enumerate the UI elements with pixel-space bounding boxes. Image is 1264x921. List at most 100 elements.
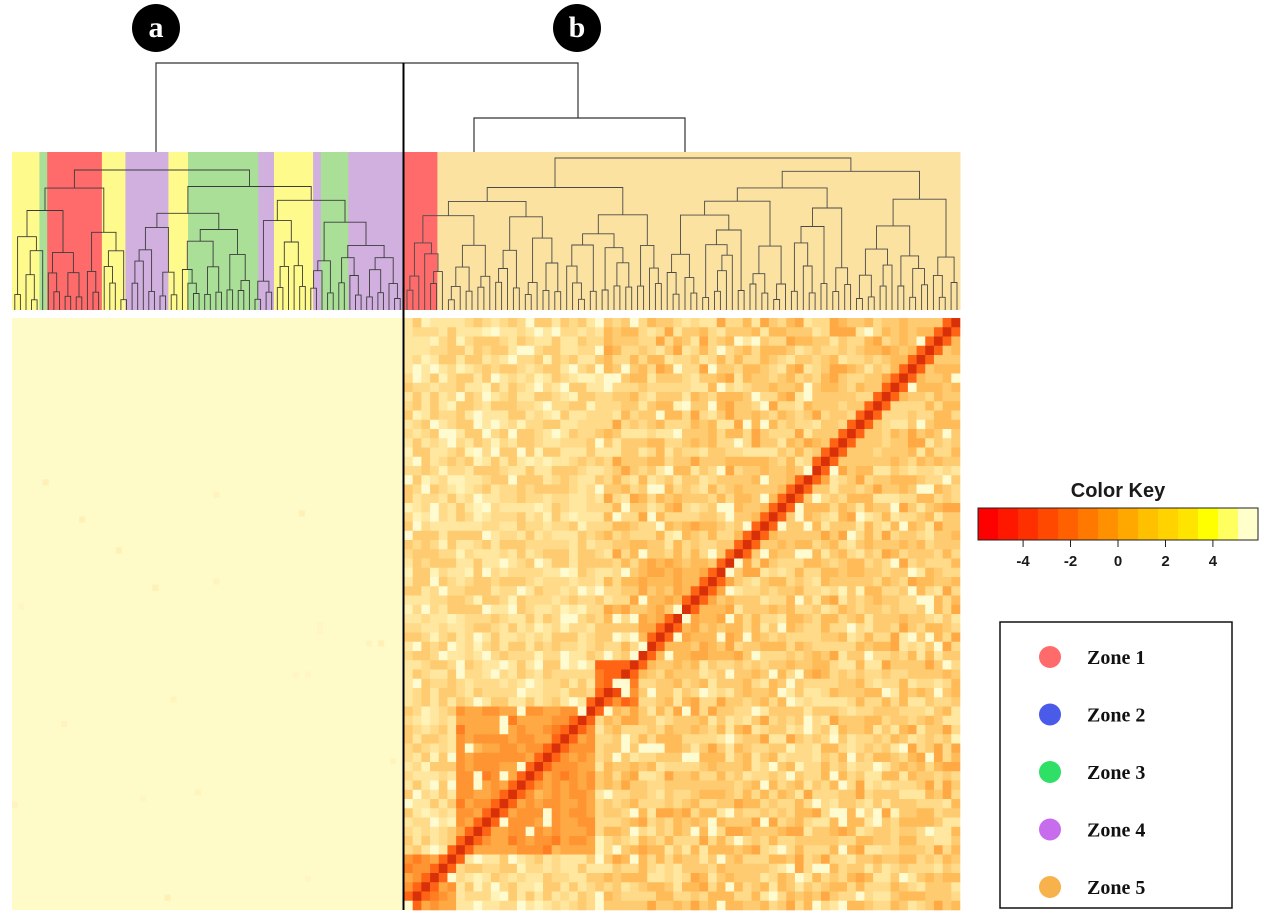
heatmap-cell (482, 364, 492, 374)
heatmap-cell (543, 863, 552, 874)
heatmap-cell (490, 789, 500, 800)
heatmap-cell (516, 466, 526, 476)
heatmap-cell (569, 503, 579, 513)
heatmap-cell (464, 604, 474, 615)
heatmap-cell (664, 826, 674, 837)
heatmap-cell (855, 725, 865, 735)
heatmap-cell (655, 614, 665, 624)
heatmap-cell (473, 715, 483, 726)
heatmap-cell (629, 688, 639, 698)
heatmap-cell (916, 817, 926, 828)
heatmap-cell (855, 530, 865, 541)
heatmap-cell (655, 762, 665, 772)
heatmap-cell (629, 697, 639, 707)
heatmap-cell (534, 401, 544, 411)
heatmap-cell (933, 614, 943, 624)
heatmap-cell (499, 789, 509, 800)
heatmap-cell (925, 493, 935, 504)
heatmap-cell (699, 493, 709, 504)
heatmap-cell (768, 484, 778, 495)
heatmap-cell (864, 336, 874, 347)
heatmap-cell (638, 799, 648, 809)
color-key-cell-6 (1098, 508, 1119, 540)
heatmap-cell (838, 604, 848, 615)
heatmap-cell (421, 771, 431, 781)
heatmap-cell (794, 595, 804, 606)
heatmap-cell (847, 447, 857, 458)
heatmap-cell (864, 567, 874, 578)
heatmap-cell (655, 641, 665, 652)
heatmap-cell (612, 503, 622, 513)
heatmap-cell (725, 752, 735, 763)
heatmap-cell (925, 355, 935, 365)
heatmap-cell (760, 826, 770, 837)
heatmap-cell (577, 604, 587, 615)
heatmap-cell (534, 540, 544, 550)
heatmap-cell (560, 336, 570, 347)
heatmap-cell (682, 688, 691, 698)
heatmap-cell (473, 614, 483, 624)
heatmap-cell (464, 345, 474, 356)
heatmap-cell (708, 836, 718, 846)
heatmap-cell (690, 882, 700, 892)
heatmap-cell (925, 540, 935, 550)
heatmap-cell (534, 345, 544, 356)
heatmap-cell (682, 466, 691, 476)
heatmap-cell (534, 715, 544, 726)
heatmap-cell (899, 706, 909, 717)
heatmap-cell (464, 808, 474, 818)
heatmap-cell (621, 382, 631, 393)
color-key-tick-label-0: -4 (1016, 553, 1030, 570)
heatmap-cell (673, 900, 683, 911)
heatmap-cell (890, 475, 900, 485)
heatmap-cell (794, 799, 804, 809)
heatmap-cell (569, 567, 579, 578)
heatmap-cell (490, 336, 500, 347)
heatmap-cell (682, 734, 691, 744)
heatmap-cell (942, 419, 952, 430)
heatmap-cell (525, 632, 535, 643)
heatmap-cell (847, 373, 857, 384)
heatmap-cell (812, 540, 822, 550)
heatmap-cell (786, 762, 796, 772)
heatmap-cell (421, 438, 431, 448)
heatmap-cell (786, 854, 796, 865)
heatmap-cell (925, 891, 935, 902)
heatmap-cell (534, 873, 544, 883)
heatmap-cell (621, 678, 631, 689)
heatmap-cell (629, 900, 639, 911)
dendro-b-branch-27 (554, 291, 562, 310)
heatmap-cell (421, 355, 431, 365)
heatmap-cell (951, 558, 961, 569)
heatmap-cell (569, 780, 579, 791)
heatmap-cell (621, 336, 631, 347)
heatmap-cell (482, 651, 492, 661)
heatmap-cell (699, 595, 709, 606)
heatmap-cell (760, 401, 770, 411)
heatmap-cell (777, 817, 787, 828)
legend-swatch-zone-5 (1039, 876, 1061, 898)
heatmap-cell (621, 734, 631, 744)
color-key-tick-label-1: -2 (1064, 553, 1077, 570)
heatmap-cell (447, 660, 457, 670)
dendro-b-branch-54 (705, 244, 728, 298)
heatmap-cell (421, 863, 431, 874)
heatmap-cell (508, 882, 518, 892)
heatmap-cell (508, 826, 518, 837)
heatmap-cell (664, 493, 674, 504)
heatmap-cell (708, 734, 718, 744)
heatmap-cell (699, 725, 709, 735)
heatmap-cell (473, 734, 483, 744)
heatmap-cell (734, 641, 744, 652)
heatmap-cell (621, 808, 631, 818)
heatmap-cell (456, 900, 466, 911)
heatmap-cell (786, 373, 796, 384)
heatmap-cell (612, 715, 622, 726)
heatmap-cell (647, 836, 657, 846)
heatmap-cell (699, 706, 709, 717)
heatmap-cell (560, 530, 570, 541)
heatmap-cell (742, 512, 752, 522)
heatmap-cell (829, 706, 839, 717)
heatmap-cell (838, 577, 848, 587)
heatmap-cell (438, 604, 448, 615)
